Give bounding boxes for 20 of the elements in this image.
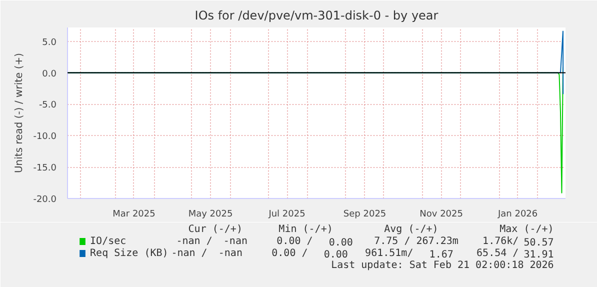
- text: -nan / -nan 0.00 / 0.00 7.75 / 267.23m 1.76k/ 50.57: [176, 236, 554, 248]
- chart-title: IOs for /dev/pve/vm-301-disk-0 - by year: [194, 8, 438, 22]
- x-tick-label: Jan 2026: [497, 210, 538, 220]
- y-tick-label: -20.0: [33, 195, 57, 205]
- y-tick-label: 0.0: [42, 69, 57, 80]
- y-tick-label: 5.0: [42, 38, 57, 48]
- text: -nan / -nan 0.00 / 0.00 961.51m/ 1.67 65.54 / 31.91: [171, 248, 554, 260]
- y-axis-title: Units read (-) / write (+): [14, 52, 26, 174]
- text: Last update: Sat Feb 21 02:00:18 2026: [331, 260, 554, 271]
- legend-label: Req Size (KB): [90, 248, 168, 259]
- x-tick-label: Jul 2025: [268, 210, 306, 220]
- x-tick-label: May 2025: [188, 210, 233, 220]
- y-tick-label: -5.0: [38, 100, 57, 111]
- y-tick-label: -10.0: [33, 132, 57, 142]
- x-tick-label: Mar 2025: [112, 210, 156, 220]
- y-tick-label: -15.0: [33, 164, 57, 174]
- text: Cur (-/+) Min (-/+) Avg (-/+) Max (-/+): [188, 224, 554, 235]
- x-tick-label: Sep 2025: [343, 210, 386, 220]
- legend-label: IO/sec: [90, 236, 126, 247]
- x-tick-label: Nov 2025: [420, 210, 463, 220]
